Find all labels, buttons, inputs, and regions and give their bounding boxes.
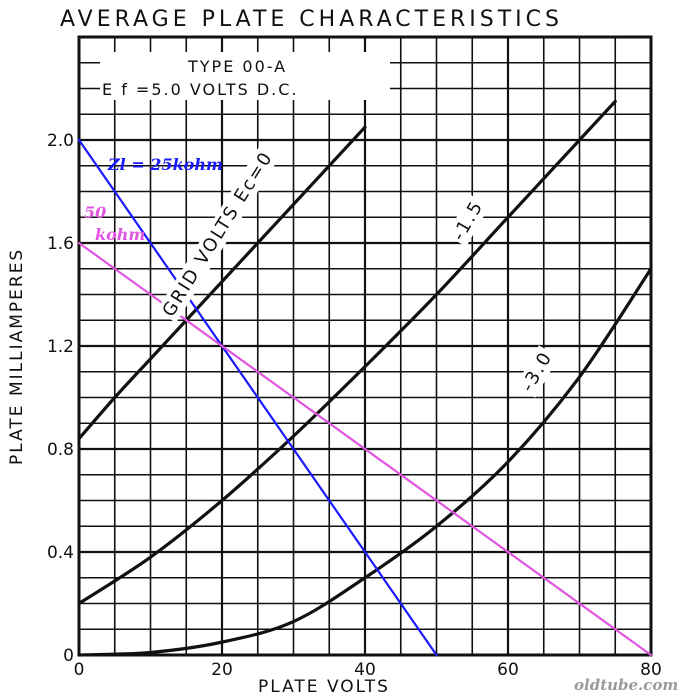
y-tick-label: 2.0 <box>47 131 74 151</box>
series-line-1 <box>77 99 617 606</box>
x-tick-label: 60 <box>497 660 519 680</box>
y-tick-label: 0.8 <box>47 440 74 460</box>
load-line-label-50k-value: 50 <box>84 203 106 222</box>
series-line-2 <box>77 267 653 657</box>
curve-label-ec0-bg <box>156 145 280 323</box>
plot-frame <box>77 35 653 657</box>
x-tick-label: 0 <box>74 660 85 680</box>
x-tick-labels: 0 20 40 60 80 <box>74 660 662 680</box>
info-box-bg <box>100 52 390 100</box>
y-tick-labels: 0 0.4 0.8 1.2 1.6 2.0 <box>47 131 74 666</box>
grid-major <box>77 35 653 657</box>
x-tick-label: 20 <box>211 660 233 680</box>
info-type: TYPE 00-A <box>187 57 287 76</box>
series-line-3 <box>77 138 438 657</box>
info-filament: E f =5.0 VOLTS D.C. <box>102 80 299 99</box>
y-tick-label: 0 <box>63 646 74 666</box>
x-tick-label: 80 <box>640 660 662 680</box>
series-line-0 <box>77 125 367 441</box>
chart-title: AVERAGE PLATE CHARACTERISTICS <box>60 7 563 32</box>
curve-label-minus-3-0-bg <box>515 345 559 398</box>
y-tick-label: 0.4 <box>47 543 74 563</box>
watermark: oldtube.com <box>574 676 678 694</box>
curve-label-minus-1-5-bg <box>446 194 490 247</box>
x-axis-label: PLATE VOLTS <box>258 677 390 697</box>
y-tick-label: 1.6 <box>47 234 74 254</box>
load-line-label-25k: Zl = 25kohm <box>107 155 223 174</box>
x-tick-label: 40 <box>354 660 376 680</box>
y-axis-label: PLATE MILLIAMPERES <box>7 248 27 465</box>
load-line-label-50k-unit: kohm <box>95 225 145 244</box>
curve-label-minus-1-5: -1.5 <box>448 197 488 245</box>
y-tick-label: 1.2 <box>47 337 74 357</box>
